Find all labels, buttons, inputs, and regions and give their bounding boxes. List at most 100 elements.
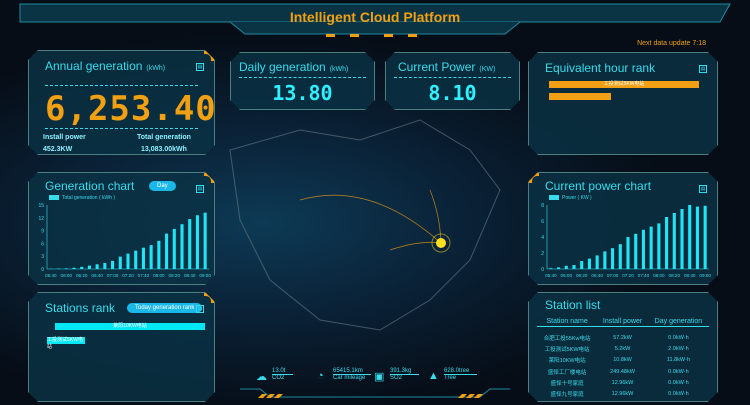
table-row[interactable]: 盛怿九号家庭 12.96kW 0.0kW·h [537, 388, 709, 399]
bar [157, 241, 160, 269]
y-tick-label: 6 [541, 219, 544, 225]
stat-tree: ▲ 628.0tree Tree [428, 368, 478, 382]
x-tick-label: 06:20 [76, 273, 88, 278]
bar [150, 245, 153, 269]
y-tick-label: 9 [41, 229, 44, 235]
stat-value: 65415.1km [333, 368, 371, 375]
rank-bar[interactable] [549, 93, 611, 100]
x-tick-label: 08:40 [684, 273, 696, 278]
table-row[interactable]: 盛怿工厂楼电站 249.48kW 0.0kW·h [537, 366, 709, 377]
chart-icon[interactable]: ▤ [197, 64, 203, 70]
stat-so2: ▣ 391.3kg SO2 [374, 368, 420, 383]
power-bar-chart: 0 2 4 6 8 05:40 06:00 06:20 06:40 07:00 07:20 07:40… [535, 201, 717, 283]
x-tick-label: 07:00 [107, 273, 119, 278]
panel-title: Equivalent hour rank [545, 61, 656, 75]
y-tick-label: 12 [38, 216, 44, 222]
column-header[interactable]: Day generation [648, 317, 709, 327]
day-toggle-button[interactable]: Day [149, 181, 176, 191]
x-tick-label: 09:00 [699, 273, 711, 278]
bar [196, 215, 199, 269]
so2-icon: ▣ [374, 371, 385, 383]
x-tick-label: 08:00 [653, 273, 665, 278]
table-row[interactable]: 合肥工投55Kw电站 57.2kW 0.0kW·h [537, 327, 709, 344]
panel-title: Station list [545, 298, 601, 312]
chart-icon[interactable]: ▤ [700, 66, 706, 72]
chart-icon[interactable]: ▤ [700, 186, 706, 192]
table-row[interactable]: 盛怿十号家庭 12.96kW 0.0kW·h [537, 377, 709, 388]
app-title: Intelligent Cloud Platform [289, 9, 461, 25]
bar [572, 265, 575, 269]
bar [650, 227, 653, 269]
column-header[interactable]: Install power [597, 317, 648, 327]
rank-bar[interactable]: 工投测试5KW电站 [549, 81, 699, 88]
table-cell: 合肥工投55Kw电站 [543, 336, 591, 342]
x-tick-label: 06:40 [591, 273, 603, 278]
table-cell: 莱阳10KW电站 [548, 358, 586, 365]
stat-car-mileage: ◔ 65415.1km Car mileage [317, 368, 371, 382]
bar [565, 266, 568, 269]
install-power-label: Install power [43, 134, 86, 141]
stations-rank-panel: Stations rank Today generation rank ▤ 莱阳… [28, 292, 215, 402]
table-cell: 57.2kW [613, 335, 632, 341]
location-marker[interactable] [436, 238, 446, 248]
bar [126, 254, 129, 269]
stat-value: 628.0tree [444, 368, 478, 375]
x-tick-label: 07:00 [607, 273, 619, 278]
bar [557, 267, 560, 269]
generation-bar-chart: 0 3 6 9 12 15 05:40 06:00 06:20 06:40 07:00 07:20 07… [35, 201, 215, 283]
x-tick-label: 08:00 [153, 273, 165, 278]
y-tick-label: 4 [541, 235, 544, 241]
annual-generation-panel: Annual generation (kWh) ▤ 6,253.40 Instal… [28, 50, 215, 155]
annual-value: 6,253.40 [45, 89, 217, 129]
panel-title: Daily generation [239, 60, 326, 74]
bar [188, 219, 191, 269]
bar [603, 251, 606, 269]
legend: Power ( KW ) [549, 195, 592, 201]
x-tick-label: 07:40 [138, 273, 150, 278]
stat-value: 13.0t [272, 368, 294, 375]
bar [173, 229, 176, 269]
bar [72, 268, 75, 269]
x-tick-label: 08:40 [184, 273, 196, 278]
y-tick-label: 0 [541, 267, 544, 273]
bar [180, 224, 183, 269]
x-tick-label: 05:40 [45, 273, 57, 278]
table-cell: 11.8kW·h [666, 357, 690, 364]
bar [619, 244, 622, 269]
rank-bar[interactable]: 工投测试5KW电站 [47, 337, 83, 350]
bar [65, 268, 68, 269]
panel-title: Current power chart [545, 179, 652, 193]
rank-bar[interactable]: 莱阳10KW电站 [55, 323, 205, 330]
column-header[interactable]: Station name [537, 317, 597, 327]
chart-icon[interactable]: ▤ [197, 186, 203, 192]
stat-label: CO2 [272, 375, 285, 381]
bar [611, 248, 614, 269]
panel-title: Current Power [398, 60, 476, 74]
today-generation-rank-button[interactable]: Today generation rank [127, 303, 202, 313]
bar [580, 261, 583, 269]
x-tick-label: 06:20 [576, 273, 588, 278]
header: Intelligent Cloud Platform [0, 0, 750, 40]
table-cell: 0.0kW·h [668, 368, 689, 375]
station-list-panel: Station list Station name Install power Da… [528, 292, 718, 402]
stat-co2: ☁ 13.0t CO2 [256, 368, 294, 383]
stat-label: Tree [444, 375, 457, 381]
bar [549, 268, 552, 269]
x-tick-label: 05:40 [545, 273, 557, 278]
bar [642, 230, 645, 269]
bar [680, 209, 683, 269]
bar [165, 234, 168, 269]
bar [80, 267, 83, 269]
chart-icon[interactable]: ▤ [197, 306, 203, 312]
daily-generation-panel: Daily generation (kWh) 13.80 [230, 52, 375, 110]
table-row[interactable]: 工投测试5KW电站 5.2kW 2.0kW·h [537, 344, 709, 355]
equivalent-hour-panel: Equivalent hour rank ▤ 工投测试5KW电站 [528, 52, 718, 155]
table-row[interactable]: 莱阳10KW电站 10.8kW 11.8kW·h [537, 355, 709, 366]
bar [596, 255, 599, 269]
bar [103, 263, 106, 269]
table-cell: 12.96kW [611, 379, 634, 386]
bar [704, 206, 707, 269]
station-table: Station name Install power Day generation 合… [537, 317, 709, 400]
table-cell: 5.2kW [614, 346, 631, 353]
bar [88, 266, 91, 269]
